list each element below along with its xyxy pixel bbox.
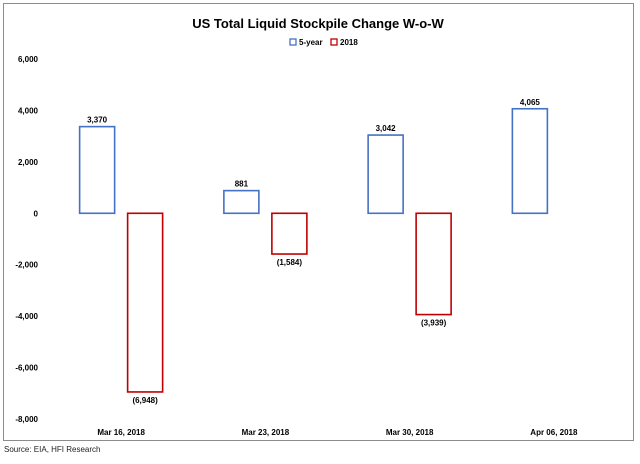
y-tick-label: 0: [34, 209, 39, 218]
chart-legend: 5-year 2018: [289, 38, 358, 47]
legend-swatch: [289, 38, 297, 46]
legend-label: 2018: [340, 38, 358, 47]
data-label: (1,584): [277, 258, 303, 267]
data-label: 3,370: [87, 116, 108, 125]
data-label: 4,065: [520, 98, 541, 107]
x-tick-label: Mar 16, 2018: [97, 428, 145, 437]
y-tick-label: 2,000: [18, 158, 39, 167]
bar-five-year: [78, 125, 116, 215]
y-axis: -8,000 -6,000 -4,000 -2,000 0 2,000 4,000 6,000: [15, 55, 38, 424]
x-tick-label: Apr 06, 2018: [530, 428, 578, 437]
bar-y2018: [271, 212, 308, 255]
bar-five-year: [511, 107, 549, 215]
bar-five-year: [223, 189, 260, 215]
data-label: 3,042: [376, 124, 397, 133]
chart-title: US Total Liquid Stockpile Change W-o-W: [192, 16, 444, 31]
y-tick-label: 6,000: [18, 55, 39, 64]
legend-swatch: [330, 38, 338, 46]
y-tick-label: -8,000: [15, 415, 38, 424]
y-tick-label: -6,000: [15, 364, 38, 373]
x-tick-label: Mar 23, 2018: [242, 428, 290, 437]
source-note: Source: EIA, HFI Research: [4, 445, 101, 454]
data-label: 881: [235, 180, 249, 189]
x-axis: Mar 16, 2018 Mar 23, 2018 Mar 30, 2018 Apr …: [97, 428, 578, 437]
y-tick-label: -2,000: [15, 261, 38, 270]
plot-area: 3,370 (6,948) 881 (1,584) 3,042 (3,939) 4,065: [78, 98, 549, 405]
data-label: (6,948): [132, 396, 158, 405]
x-tick-label: Mar 30, 2018: [386, 428, 434, 437]
y-tick-label: -4,000: [15, 312, 38, 321]
bar-y2018: [126, 212, 164, 393]
bar-five-year: [367, 134, 404, 215]
bar-y2018: [415, 212, 452, 316]
data-label: (3,939): [421, 319, 447, 328]
bar-chart: US Total Liquid Stockpile Change W-o-W 5…: [15, 16, 578, 437]
legend-label: 5-year: [299, 38, 323, 47]
chart-frame: US Total Liquid Stockpile Change W-o-W 5…: [3, 3, 634, 441]
y-tick-label: 4,000: [18, 106, 39, 115]
